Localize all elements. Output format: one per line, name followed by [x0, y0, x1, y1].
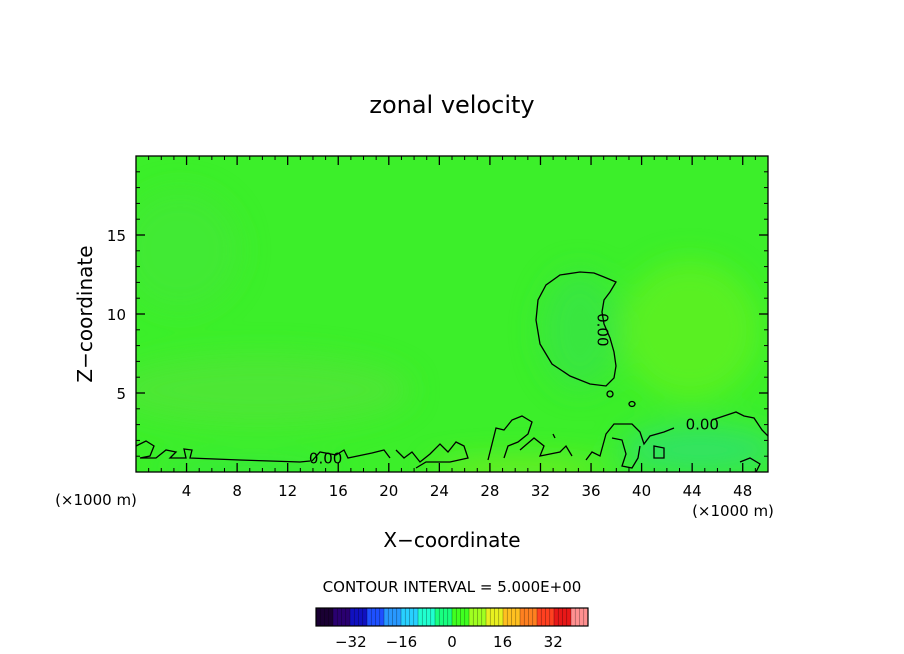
shade-patch — [540, 270, 620, 390]
y-axis-label: Z−coordinate — [73, 245, 97, 382]
contour-line — [585, 423, 675, 461]
contour-line — [552, 433, 556, 439]
shade-patch — [136, 355, 410, 425]
contour-line — [711, 411, 768, 437]
colorbar-cell — [503, 608, 521, 626]
x-axis-label: X−coordinate — [383, 528, 520, 552]
colorbar-cell — [367, 608, 385, 626]
x-tick-label: 44 — [683, 482, 702, 500]
colorbar-cell — [571, 608, 589, 626]
contour-line — [535, 271, 617, 387]
x-tick-label: 36 — [581, 482, 600, 500]
contour-line — [653, 445, 665, 459]
contour-line — [606, 390, 614, 398]
y-tick-label: 5 — [116, 385, 126, 403]
shade-patch — [136, 190, 240, 310]
contour-line — [311, 449, 391, 462]
colorbar-cell — [520, 608, 538, 626]
colorbar-cell — [554, 608, 572, 626]
colorbar-cell — [333, 608, 351, 626]
shade-patch — [620, 425, 768, 472]
contour-interval-label: CONTOUR INTERVAL = 5.000E+00 — [323, 578, 582, 596]
colorbar-cell — [418, 608, 436, 626]
x-tick-label: 20 — [379, 482, 398, 500]
contour-label: 0.00 — [309, 450, 342, 468]
y-ticks: 5 10 15 — [107, 171, 768, 457]
contour-label: 0.00 — [593, 313, 611, 346]
colorbar-cell — [384, 608, 402, 626]
colorbar-tick-label: 16 — [493, 633, 512, 651]
x-unit-left: (×1000 m) — [55, 491, 137, 509]
contour-line — [136, 440, 311, 463]
x-ticks: 4 8 12 16 20 24 28 32 36 40 44 48 — [148, 156, 756, 500]
contour-label: 0.00 — [686, 416, 719, 434]
x-tick-label: 40 — [632, 482, 651, 500]
colorbar-ticks: −32 −16 0 16 32 — [335, 633, 563, 651]
shade-patch — [620, 260, 760, 400]
colorbar-cell — [537, 608, 555, 626]
field-shading — [136, 190, 768, 472]
contour-line — [628, 400, 636, 408]
colorbar-tick-label: 32 — [544, 633, 563, 651]
colorbar-frame — [315, 607, 589, 627]
colorbar-cell — [469, 608, 487, 626]
shade-patch — [430, 460, 610, 472]
colorbar-cell — [401, 608, 419, 626]
colorbar-cell — [350, 608, 368, 626]
contour-line — [739, 457, 761, 472]
x-tick-label: 12 — [278, 482, 297, 500]
x-tick-label: 32 — [531, 482, 550, 500]
y-tick-label: 10 — [107, 306, 126, 324]
colorbar-cell — [486, 608, 504, 626]
x-tick-label: 4 — [182, 482, 192, 500]
x-tick-label: 28 — [480, 482, 499, 500]
contour-line — [611, 437, 641, 469]
x-tick-label: 16 — [329, 482, 348, 500]
contour-line — [519, 437, 573, 457]
colorbar-tick-label: −16 — [386, 633, 418, 651]
x-unit-right: (×1000 m) — [692, 502, 774, 520]
plot-area: 0.00 0.00 0.00 — [136, 156, 768, 472]
y-tick-label: 15 — [107, 227, 126, 245]
chart-title: zonal velocity — [369, 91, 534, 119]
contour-line — [487, 415, 533, 461]
shade-patch — [160, 462, 340, 472]
colorbar-cell — [316, 608, 334, 626]
colorbar-tick-label: −32 — [335, 633, 367, 651]
colorbar — [315, 607, 589, 627]
x-tick-label: 8 — [232, 482, 242, 500]
colorbar-tick-label: 0 — [447, 633, 457, 651]
x-tick-label: 24 — [430, 482, 449, 500]
colorbar-cell — [452, 608, 470, 626]
x-tick-label: 48 — [733, 482, 752, 500]
contour-line — [395, 441, 469, 469]
colorbar-cell — [435, 608, 453, 626]
zero-contours — [136, 271, 768, 472]
